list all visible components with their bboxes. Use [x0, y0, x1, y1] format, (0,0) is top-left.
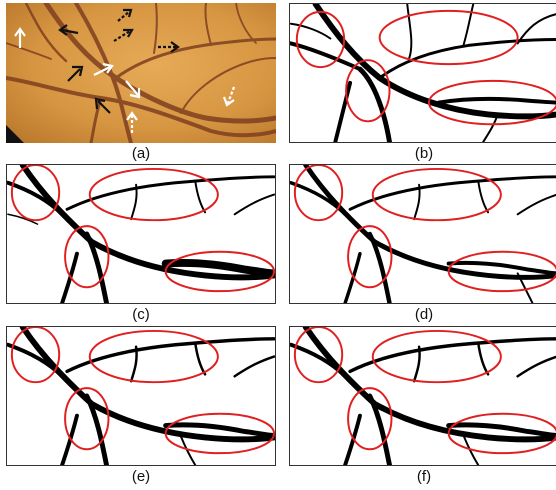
segmentation-d [290, 165, 556, 303]
caption-b: (b) [414, 145, 434, 162]
panel-c-segmentation [6, 164, 276, 304]
caption-f: (f) [416, 468, 432, 485]
caption-c: (c) [132, 306, 150, 323]
panel-e-segmentation [6, 326, 276, 466]
panel-a-fundus-image [6, 3, 276, 143]
highlight-ellipses [10, 165, 275, 293]
panel-d-segmentation [289, 164, 556, 304]
caption-d: (d) [414, 306, 434, 323]
highlight-ellipses [293, 165, 556, 293]
highlight-ellipses [293, 327, 556, 455]
segmentation-c [7, 165, 275, 303]
annotation-arrows [14, 8, 236, 133]
caption-e: (e) [131, 468, 151, 485]
highlight-ellipses [295, 9, 556, 126]
highlight-ellipses [10, 327, 275, 455]
fundus-image [6, 3, 276, 143]
panel-b-segmentation [289, 3, 556, 143]
segmentation-e [7, 327, 275, 465]
segmentation-b [290, 4, 556, 142]
caption-a: (a) [131, 145, 151, 162]
segmentation-f [290, 327, 556, 465]
panel-f-segmentation [289, 326, 556, 466]
